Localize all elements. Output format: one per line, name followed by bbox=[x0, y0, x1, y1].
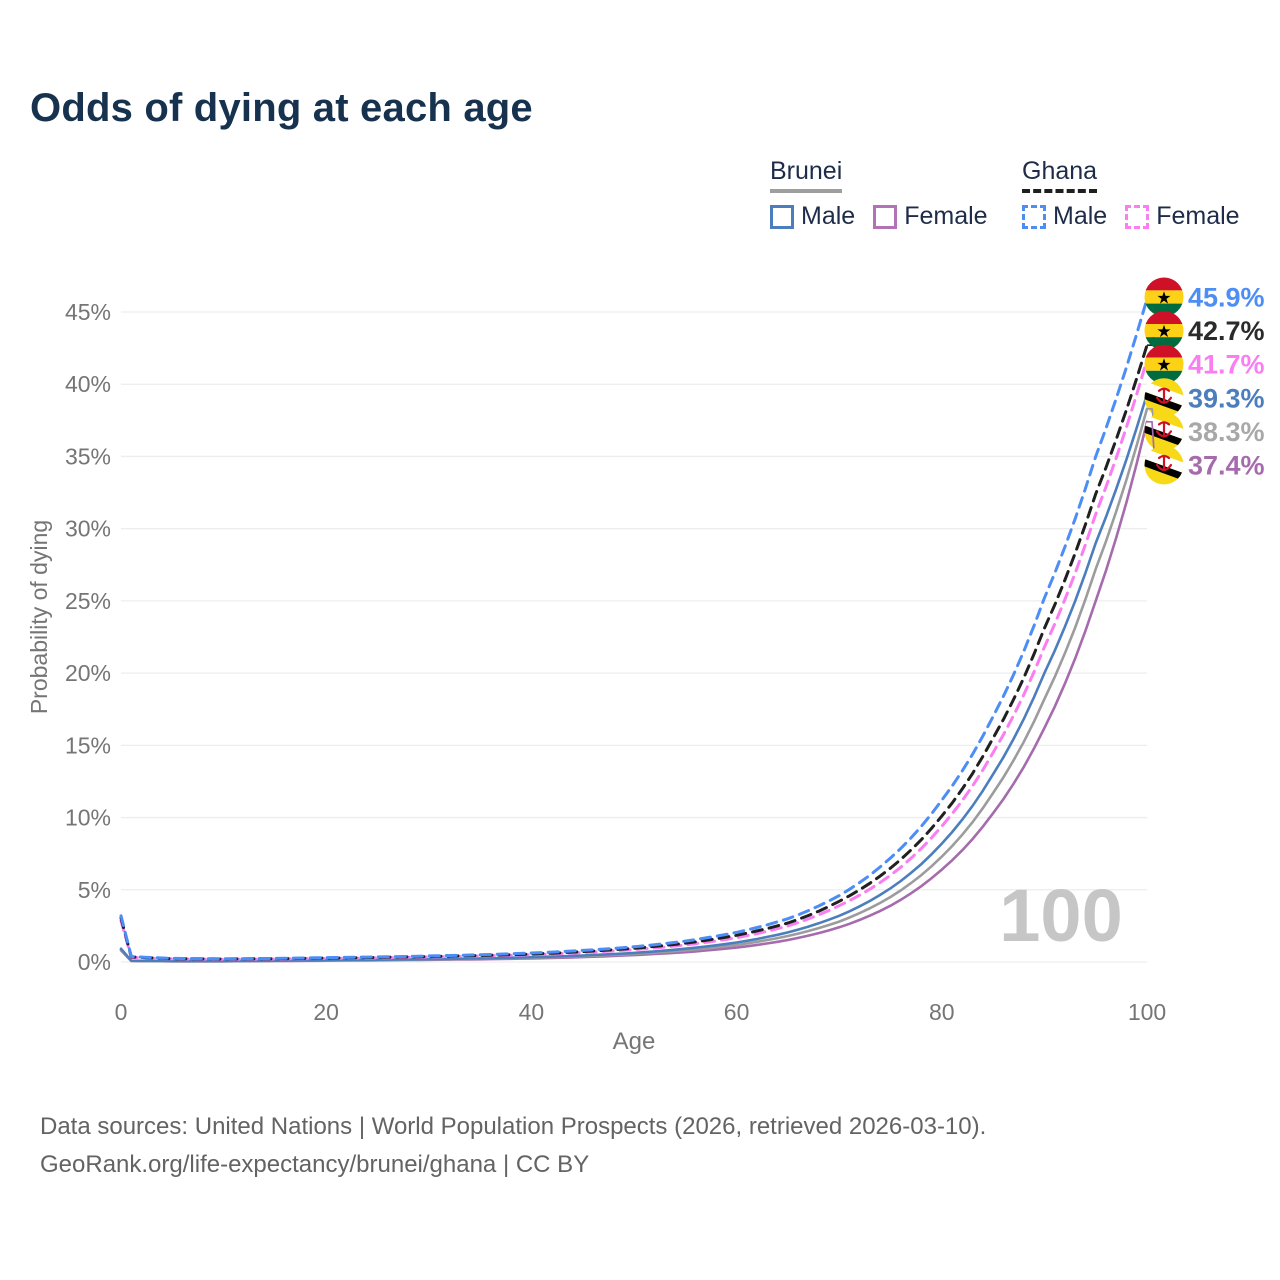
legend-country-brunei: Brunei bbox=[770, 158, 843, 194]
page-title: Odds of dying at each age bbox=[30, 86, 533, 130]
legend-entry-label: Female bbox=[1156, 202, 1240, 231]
legend-country-ghana: Ghana bbox=[1022, 158, 1098, 194]
brunei-flag-icon bbox=[1144, 378, 1184, 418]
x-tick-label: 40 bbox=[519, 999, 545, 1025]
y-tick-label: 10% bbox=[65, 805, 111, 831]
x-tick-label: 0 bbox=[115, 999, 128, 1025]
source-line: Data sources: United Nations | World Pop… bbox=[40, 1113, 987, 1140]
y-tick-label: 5% bbox=[78, 877, 111, 903]
ghana-flag-icon: ★ bbox=[1144, 311, 1184, 351]
x-axis-title: Age bbox=[613, 1028, 656, 1055]
end-label-brunei: 38.3% bbox=[1188, 417, 1265, 447]
end-label-ghana: 42.7% bbox=[1188, 316, 1265, 346]
y-tick-label: 25% bbox=[65, 588, 111, 614]
svg-text:★: ★ bbox=[1156, 289, 1171, 309]
end-label-brunei-male: 39.3% bbox=[1188, 383, 1265, 413]
brunei-female-swatch-icon bbox=[873, 204, 898, 229]
y-tick-label: 0% bbox=[78, 949, 111, 975]
brunei-male-swatch-icon bbox=[770, 204, 794, 229]
legend-group-brunei: Brunei Male Female bbox=[770, 158, 988, 231]
legend: Brunei Male Female Ghana Male Female bbox=[770, 158, 1240, 231]
end-label-ghana-female: 41.7% bbox=[1188, 350, 1265, 380]
y-tick-label: 20% bbox=[65, 660, 111, 686]
legend-entries-ghana: Male Female bbox=[1022, 202, 1240, 231]
svg-text:★: ★ bbox=[1156, 322, 1171, 342]
ghana-flag-icon: ★ bbox=[1144, 277, 1184, 317]
legend-entry-label: Male bbox=[801, 202, 856, 231]
x-tick-label: 20 bbox=[313, 999, 339, 1025]
curve-ghana-male bbox=[119, 297, 1149, 961]
legend-toggle-brunei-male[interactable]: Male bbox=[770, 202, 855, 231]
legend-entries-brunei: Male Female bbox=[770, 202, 988, 231]
legend-toggle-brunei-female[interactable]: Female bbox=[873, 202, 988, 231]
y-tick-label: 45% bbox=[65, 299, 111, 325]
y-tick-label: 15% bbox=[65, 732, 111, 758]
end-label-ghana-male: 45.9% bbox=[1188, 283, 1265, 313]
ghana-male-swatch-icon bbox=[1022, 204, 1046, 229]
y-tick-label: 30% bbox=[65, 516, 111, 542]
legend-toggle-ghana-female[interactable]: Female bbox=[1125, 202, 1240, 231]
legend-group-ghana: Ghana Male Female bbox=[1022, 158, 1240, 231]
curve-ghana-female bbox=[119, 358, 1149, 961]
legend-entry-label: Female bbox=[904, 202, 988, 231]
curve-ghana bbox=[119, 343, 1149, 961]
end-label-brunei-female: 37.4% bbox=[1188, 451, 1265, 481]
data-source-note: Data sources: United Nations | World Pop… bbox=[40, 1108, 986, 1184]
ghana-flag-icon: ★ bbox=[1144, 344, 1184, 384]
x-tick-label: 100 bbox=[1128, 999, 1166, 1025]
legend-toggle-ghana-male[interactable]: Male bbox=[1022, 202, 1107, 231]
y-axis-title: Probability of dying bbox=[26, 520, 52, 714]
curve-brunei-female bbox=[119, 420, 1149, 963]
y-tick-label: 35% bbox=[65, 443, 111, 469]
curve-brunei-male bbox=[119, 393, 1149, 963]
svg-text:★: ★ bbox=[1156, 356, 1171, 376]
ghana-female-swatch-icon bbox=[1125, 204, 1150, 229]
y-tick-label: 40% bbox=[65, 371, 111, 397]
curve-brunei bbox=[119, 407, 1149, 963]
brunei-flag-icon bbox=[1144, 445, 1184, 485]
x-tick-label: 60 bbox=[724, 999, 750, 1025]
georank-link[interactable]: GeoRank.org/life-expectancy/brunei/ghana… bbox=[40, 1150, 590, 1178]
age-watermark: 100 bbox=[999, 874, 1122, 957]
x-tick-label: 80 bbox=[929, 999, 955, 1025]
brunei-flag-icon bbox=[1144, 411, 1184, 451]
legend-entry-label: Male bbox=[1053, 202, 1108, 231]
